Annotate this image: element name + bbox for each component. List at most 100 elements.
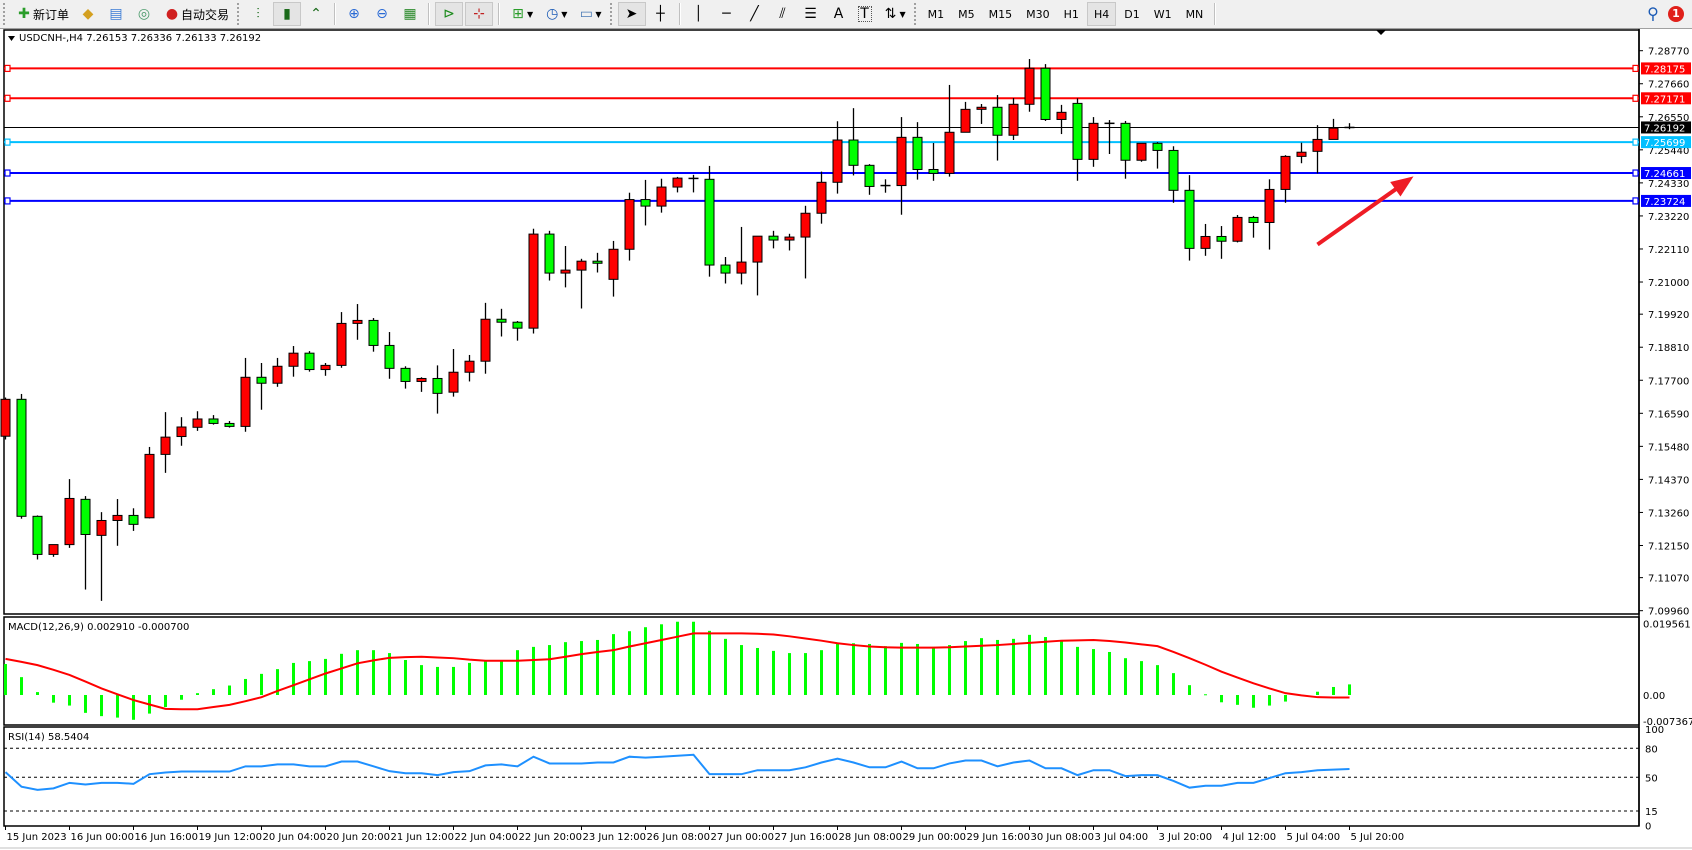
- candle[interactable]: [464, 354, 475, 382]
- candle[interactable]: [1216, 226, 1227, 259]
- candle[interactable]: [0, 397, 11, 440]
- candle[interactable]: [880, 179, 891, 193]
- zoom-in-button[interactable]: ⊕: [341, 2, 367, 26]
- autoscroll-button[interactable]: ⊹: [465, 2, 494, 26]
- candle[interactable]: [816, 171, 827, 224]
- timeframe-m30-button[interactable]: M30: [1026, 7, 1050, 21]
- cursor-button[interactable]: ➤: [617, 2, 646, 26]
- candle[interactable]: [848, 108, 859, 176]
- timeframe-d1-button[interactable]: D1: [1124, 7, 1140, 21]
- level-handle[interactable]: [4, 94, 11, 102]
- crosshair-button[interactable]: ┼: [648, 2, 674, 26]
- candle[interactable]: [240, 357, 251, 432]
- candle[interactable]: [1312, 125, 1323, 174]
- candle[interactable]: [944, 84, 955, 177]
- search-icon[interactable]: ⚲: [1647, 4, 1659, 23]
- candle[interactable]: [1184, 175, 1195, 261]
- zoom-out-button[interactable]: ⊖: [369, 2, 395, 26]
- candle[interactable]: [560, 245, 571, 288]
- timeframe-m15-button[interactable]: M15: [988, 7, 1013, 21]
- candle[interactable]: [832, 121, 843, 194]
- level-handle[interactable]: [1632, 64, 1639, 73]
- candle[interactable]: [1008, 98, 1019, 141]
- candle[interactable]: [576, 258, 587, 309]
- candle[interactable]: [1104, 120, 1115, 155]
- candle[interactable]: [80, 496, 91, 590]
- candle[interactable]: [624, 192, 635, 261]
- main-chart-panel[interactable]: [3, 29, 1640, 615]
- timeframe-m1-button[interactable]: M1: [927, 7, 945, 21]
- candle[interactable]: [720, 257, 731, 284]
- candle[interactable]: [1328, 118, 1339, 140]
- chart-window[interactable]: 7.28770 7.27660 7.26550 7.25440 7.24330 7.232…: [0, 29, 1692, 850]
- candle[interactable]: [1088, 117, 1099, 167]
- candle[interactable]: [672, 176, 683, 193]
- candle[interactable]: [32, 515, 43, 560]
- bar-chart-button[interactable]: ⫶: [245, 2, 271, 26]
- candle[interactable]: [608, 240, 619, 297]
- arrows-button[interactable]: ⇅ ▼: [878, 2, 910, 26]
- templates-button[interactable]: ▭ ▼: [573, 2, 605, 26]
- candle[interactable]: [1248, 215, 1259, 238]
- candle[interactable]: [1136, 142, 1147, 162]
- line-chart-button[interactable]: ⌃: [303, 2, 329, 26]
- candle[interactable]: [736, 226, 747, 285]
- candle[interactable]: [336, 312, 347, 368]
- candle[interactable]: [1152, 142, 1163, 169]
- new-order-button[interactable]: ✚ 新订单: [11, 2, 73, 26]
- candle[interactable]: [1168, 146, 1179, 203]
- level-handle[interactable]: [4, 138, 11, 146]
- candle[interactable]: [352, 304, 363, 340]
- arrow-annotation-shaft[interactable]: [1316, 180, 1407, 247]
- candle[interactable]: [208, 415, 219, 425]
- candle[interactable]: [192, 411, 203, 431]
- candle[interactable]: [112, 499, 123, 546]
- candle[interactable]: [288, 346, 299, 377]
- candle[interactable]: [1344, 123, 1355, 130]
- candle[interactable]: [448, 349, 459, 397]
- candle[interactable]: [224, 421, 235, 428]
- candle[interactable]: [800, 205, 811, 279]
- candle[interactable]: [1296, 142, 1307, 164]
- candle[interactable]: [320, 362, 331, 376]
- level-handle[interactable]: [1632, 94, 1639, 102]
- text-label-button[interactable]: T: [854, 2, 876, 26]
- candle[interactable]: [1056, 104, 1067, 135]
- candle[interactable]: [160, 412, 171, 473]
- toolbar-grip[interactable]: [237, 3, 241, 25]
- periods-button[interactable]: ◷ ▼: [539, 2, 571, 26]
- candle[interactable]: [48, 544, 59, 557]
- candle[interactable]: [656, 178, 667, 213]
- candle[interactable]: [144, 446, 155, 519]
- candle[interactable]: [688, 174, 699, 193]
- channel-button[interactable]: ⫽: [770, 2, 796, 26]
- arrow-annotation-head[interactable]: [1390, 176, 1414, 197]
- level-handle[interactable]: [4, 64, 11, 73]
- timeframe-mn-button[interactable]: MN: [1185, 7, 1204, 21]
- candle[interactable]: [752, 235, 763, 296]
- level-handle[interactable]: [4, 197, 11, 205]
- candle[interactable]: [896, 117, 907, 215]
- candle[interactable]: [256, 362, 267, 410]
- auto-trading-button[interactable]: ● 自动交易: [159, 2, 233, 26]
- candle[interactable]: [1120, 120, 1131, 179]
- tile-windows-button[interactable]: ▦: [397, 2, 423, 26]
- candle[interactable]: [304, 351, 315, 372]
- trendline-button[interactable]: ╱: [742, 2, 768, 26]
- toolbar-grip[interactable]: [913, 3, 918, 25]
- timeframe-h4-button[interactable]: H4: [1086, 2, 1117, 26]
- level-handle[interactable]: [1632, 169, 1639, 177]
- timeframe-m5-button[interactable]: M5: [958, 7, 975, 21]
- candle[interactable]: [512, 321, 523, 341]
- candlestick-button[interactable]: ▮: [273, 2, 302, 26]
- candle[interactable]: [1072, 98, 1083, 181]
- candle[interactable]: [592, 252, 603, 273]
- navigator-button[interactable]: ▤: [103, 2, 129, 26]
- signals-button[interactable]: ◎: [131, 2, 157, 26]
- candle[interactable]: [176, 417, 187, 446]
- candle[interactable]: [416, 377, 427, 392]
- notifications-button[interactable]: 1: [1668, 6, 1684, 22]
- level-handle[interactable]: [4, 169, 11, 177]
- candle[interactable]: [400, 366, 411, 389]
- candle[interactable]: [544, 230, 555, 281]
